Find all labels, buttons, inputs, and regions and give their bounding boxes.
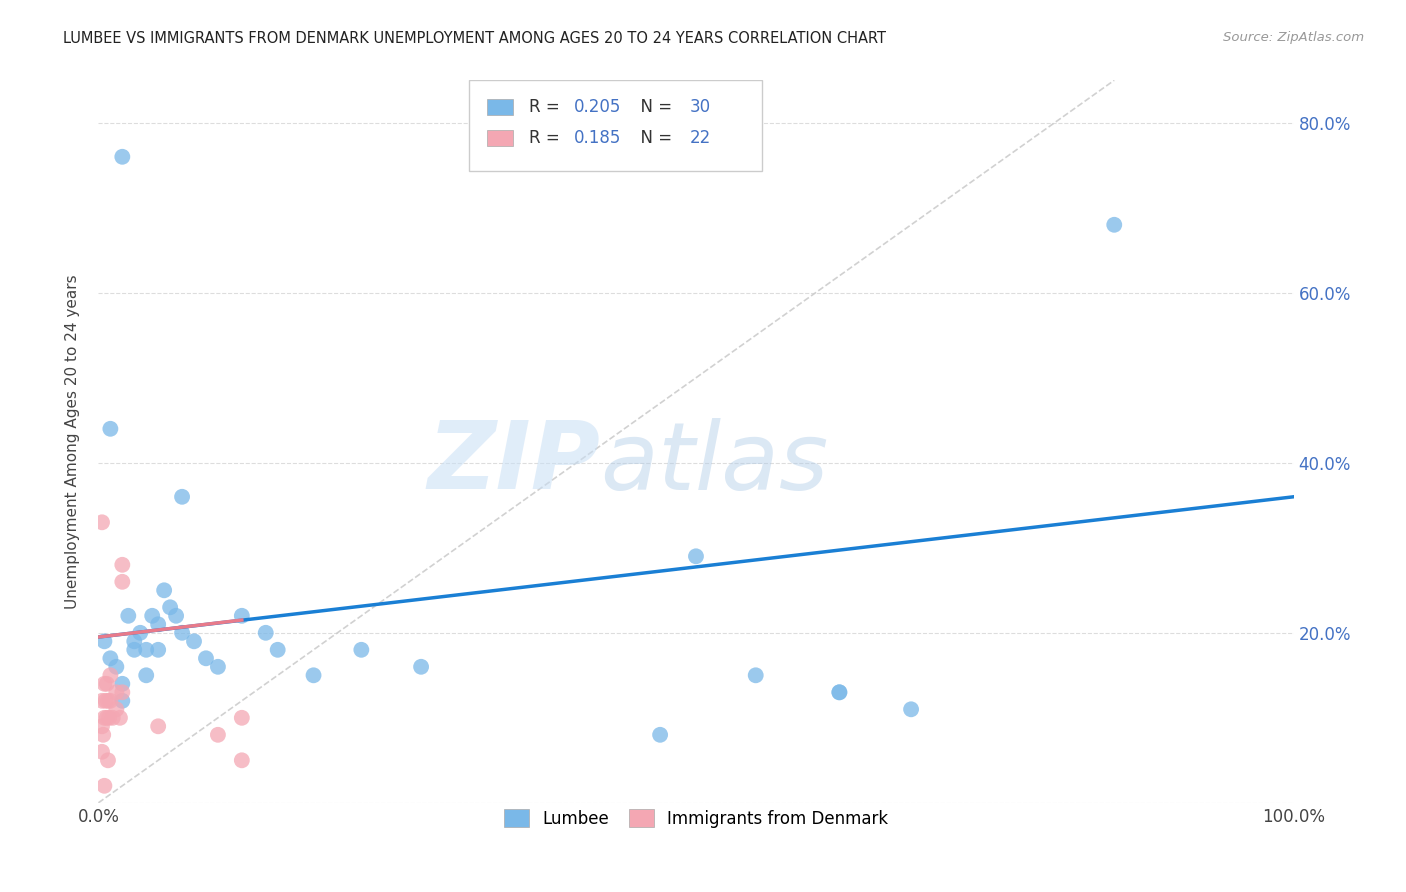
Point <box>97 694 120 708</box>
Text: N =: N = <box>630 98 678 116</box>
Point <box>172 490 194 504</box>
Point <box>98 694 122 708</box>
Point <box>207 660 229 674</box>
Point <box>124 642 146 657</box>
Point <box>148 719 170 733</box>
Point <box>350 642 373 657</box>
Y-axis label: Unemployment Among Ages 20 to 24 years: Unemployment Among Ages 20 to 24 years <box>65 274 80 609</box>
Point <box>828 685 851 699</box>
Point <box>900 702 922 716</box>
FancyBboxPatch shape <box>486 130 513 146</box>
Point <box>159 600 181 615</box>
Point <box>165 608 187 623</box>
Point <box>411 660 433 674</box>
Point <box>105 685 128 699</box>
Point <box>105 702 128 716</box>
Point <box>94 694 117 708</box>
Point <box>231 711 253 725</box>
Point <box>267 642 290 657</box>
Point <box>183 634 205 648</box>
Point <box>153 583 176 598</box>
Point <box>91 719 114 733</box>
Point <box>105 660 128 674</box>
Text: 22: 22 <box>690 129 711 147</box>
Point <box>111 574 134 589</box>
Legend: Lumbee, Immigrants from Denmark: Lumbee, Immigrants from Denmark <box>498 802 894 834</box>
Point <box>98 651 122 665</box>
Text: 0.205: 0.205 <box>574 98 621 116</box>
Point <box>111 677 134 691</box>
Point <box>124 634 146 648</box>
Text: LUMBEE VS IMMIGRANTS FROM DENMARK UNEMPLOYMENT AMONG AGES 20 TO 24 YEARS CORRELA: LUMBEE VS IMMIGRANTS FROM DENMARK UNEMPL… <box>63 31 886 46</box>
Point <box>172 625 194 640</box>
Point <box>108 711 131 725</box>
Point <box>207 728 229 742</box>
Point <box>745 668 768 682</box>
Point <box>111 694 134 708</box>
Point <box>91 745 114 759</box>
FancyBboxPatch shape <box>486 99 513 115</box>
Text: 0.185: 0.185 <box>574 129 621 147</box>
Point <box>302 668 325 682</box>
Point <box>93 634 115 648</box>
Point <box>98 711 121 725</box>
Point <box>96 711 118 725</box>
Point <box>93 711 115 725</box>
Point <box>828 685 851 699</box>
Point <box>98 668 122 682</box>
FancyBboxPatch shape <box>470 80 762 170</box>
Point <box>148 617 170 632</box>
Text: N =: N = <box>630 129 678 147</box>
Point <box>111 150 134 164</box>
Point <box>117 608 139 623</box>
Text: Source: ZipAtlas.com: Source: ZipAtlas.com <box>1223 31 1364 45</box>
Point <box>91 516 114 530</box>
Point <box>97 753 120 767</box>
Point <box>231 753 253 767</box>
Point <box>254 625 277 640</box>
Point <box>135 642 157 657</box>
Point <box>648 728 672 742</box>
Text: atlas: atlas <box>600 417 828 508</box>
Text: 30: 30 <box>690 98 711 116</box>
Point <box>98 422 122 436</box>
Point <box>101 711 124 725</box>
Point <box>141 608 163 623</box>
Text: R =: R = <box>529 129 569 147</box>
Point <box>195 651 218 665</box>
Point <box>111 685 134 699</box>
Point <box>91 694 114 708</box>
Text: R =: R = <box>529 98 565 116</box>
Point <box>111 558 134 572</box>
Point <box>96 677 118 691</box>
Point <box>1104 218 1126 232</box>
Point <box>93 779 115 793</box>
Point <box>231 608 253 623</box>
Point <box>91 728 114 742</box>
Point <box>129 625 152 640</box>
Point <box>135 668 157 682</box>
Point <box>148 642 170 657</box>
Point <box>93 677 115 691</box>
Text: ZIP: ZIP <box>427 417 600 509</box>
Point <box>685 549 707 564</box>
